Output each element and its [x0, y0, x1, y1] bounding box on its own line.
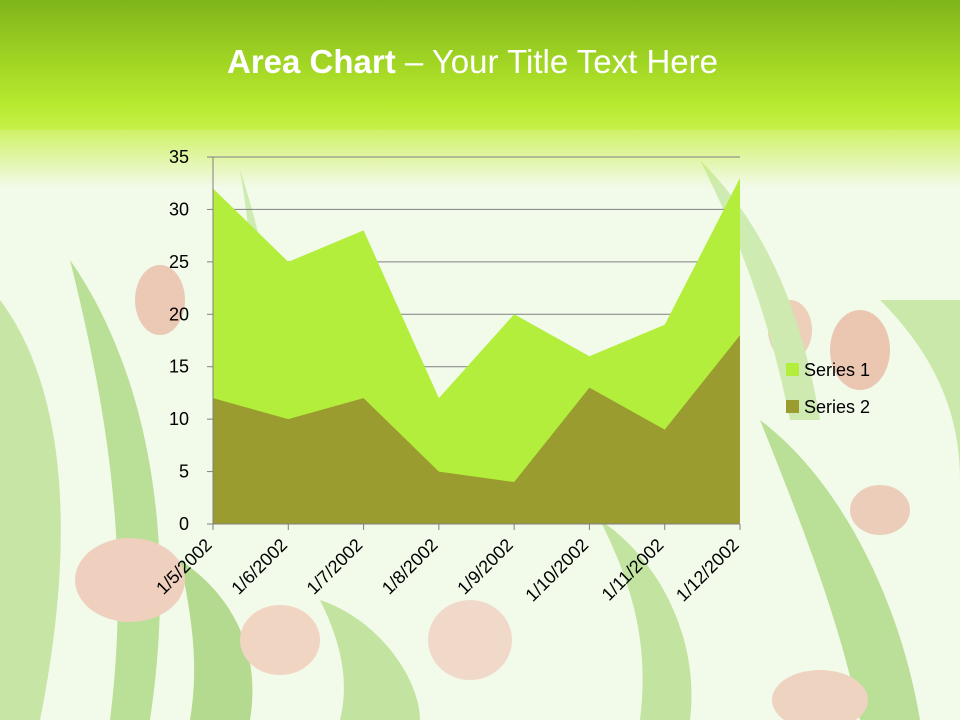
y-tick-label: 25	[169, 252, 189, 272]
y-tick-label: 35	[169, 147, 189, 167]
legend-swatch-1	[786, 363, 799, 376]
series-area-2	[213, 335, 740, 524]
x-tick-label: 1/9/2002	[453, 535, 517, 599]
y-tick-label: 5	[179, 462, 189, 482]
y-tick-label: 0	[179, 514, 189, 534]
legend-label-2: Series 2	[804, 397, 870, 417]
x-tick-label: 1/5/2002	[152, 535, 216, 599]
legend-swatch-2	[786, 400, 799, 413]
x-tick-label: 1/10/2002	[521, 535, 592, 606]
legend-label-1: Series 1	[804, 360, 870, 380]
slide-title-rest: – Your Title Text Here	[395, 43, 718, 80]
y-tick-label: 20	[169, 304, 189, 324]
y-tick-label: 10	[169, 409, 189, 429]
x-tick-label: 1/7/2002	[303, 535, 367, 599]
x-tick-label: 1/12/2002	[672, 535, 743, 606]
x-tick-label: 1/11/2002	[598, 535, 668, 605]
y-tick-label: 30	[169, 199, 189, 219]
x-tick-label: 1/6/2002	[227, 535, 291, 599]
slide-title: Area Chart – Your Title Text Here	[0, 40, 945, 84]
y-tick-label: 15	[169, 357, 189, 377]
header-band	[0, 0, 960, 130]
slide-title-bold: Area Chart	[227, 43, 396, 80]
header-fade	[0, 128, 960, 188]
x-tick-label: 1/8/2002	[378, 535, 442, 599]
